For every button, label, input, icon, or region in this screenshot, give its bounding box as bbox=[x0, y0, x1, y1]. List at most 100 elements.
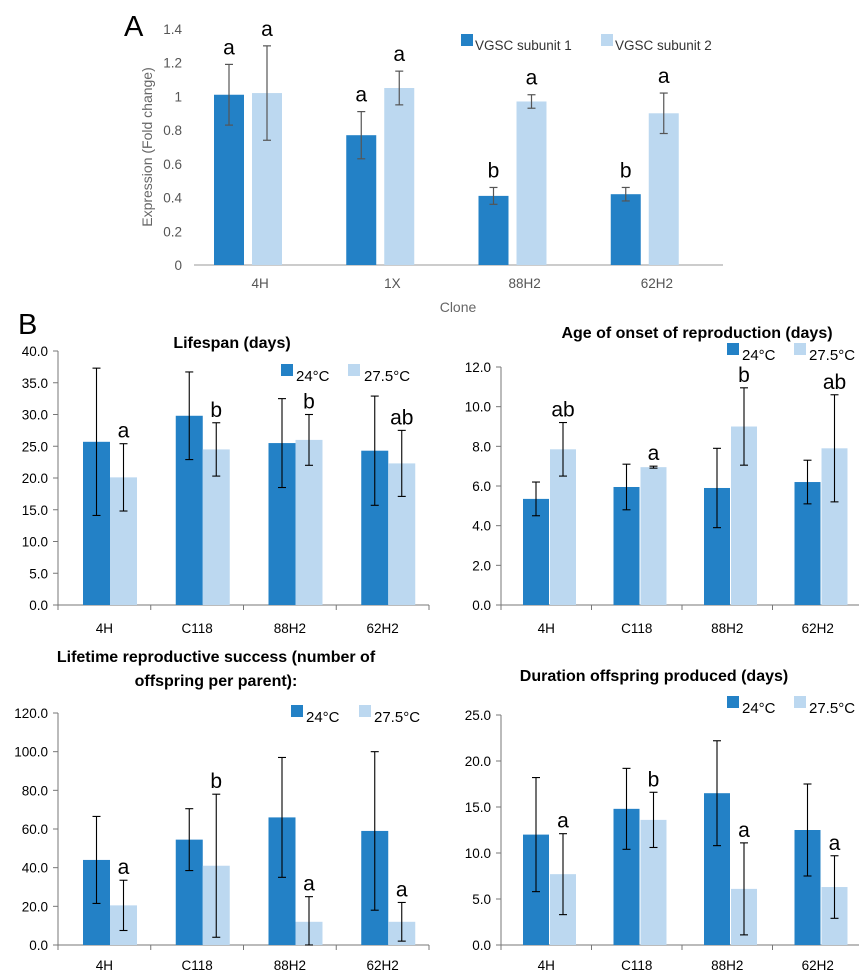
y-tick-label: 1.4 bbox=[163, 22, 182, 37]
legend-duration-series2: 27.5°C bbox=[809, 700, 855, 717]
x-tick-label: 88H2 bbox=[711, 958, 743, 972]
bar bbox=[516, 101, 547, 265]
x-tick-label: 4H bbox=[538, 958, 555, 972]
legend-lrs-series1: 24°C bbox=[306, 709, 340, 726]
x-tick-label: 88H2 bbox=[508, 276, 540, 291]
y-tick-label: 20.0 bbox=[465, 754, 491, 769]
significance-label: a bbox=[557, 810, 569, 833]
bar bbox=[610, 194, 641, 265]
bar bbox=[478, 195, 509, 265]
bar bbox=[640, 467, 667, 605]
legend-swatch bbox=[727, 343, 739, 355]
y-tick-label: 0 bbox=[174, 258, 182, 273]
chart-panel-lifetime-reproductive-success: Lifetime reproductive success (number of… bbox=[14, 649, 430, 972]
x-tick-label: C118 bbox=[181, 621, 212, 636]
legend-swatch bbox=[461, 34, 473, 46]
x-tick-label: 88H2 bbox=[274, 621, 306, 636]
significance-label: ab bbox=[551, 399, 574, 422]
y-tick-label: 6.0 bbox=[472, 479, 491, 494]
y-tick-label: 0.6 bbox=[163, 157, 182, 172]
significance-label: a bbox=[738, 819, 750, 842]
panel-label-a: A bbox=[124, 11, 144, 43]
panel-a-x-axis-label: Clone bbox=[440, 299, 477, 315]
legend-swatch bbox=[794, 696, 806, 708]
y-tick-label: 80.0 bbox=[22, 783, 48, 798]
significance-label: b bbox=[210, 770, 222, 793]
y-tick-label: 120.0 bbox=[14, 706, 48, 721]
chart-panel-duration-offspring: Duration offspring produced (days) 24°C … bbox=[465, 668, 859, 972]
y-tick-label: 5.0 bbox=[29, 566, 48, 581]
y-tick-label: 4.0 bbox=[472, 519, 491, 534]
y-tick-label: 0.0 bbox=[472, 598, 491, 613]
legend-age-onset-series1: 24°C bbox=[742, 347, 776, 364]
panel-lrs-title-line1: Lifetime reproductive success (number of bbox=[57, 649, 376, 666]
panel-label-b: B bbox=[18, 309, 37, 341]
y-tick-label: 1.2 bbox=[163, 56, 182, 71]
significance-label: a bbox=[261, 18, 273, 41]
x-tick-label: 62H2 bbox=[641, 276, 673, 291]
significance-label: b bbox=[210, 399, 222, 422]
significance-label: a bbox=[648, 442, 660, 465]
x-tick-label: C118 bbox=[621, 621, 652, 636]
y-tick-label: 25.0 bbox=[22, 439, 48, 454]
significance-label: a bbox=[118, 420, 130, 443]
bar bbox=[295, 439, 323, 605]
y-tick-label: 30.0 bbox=[22, 408, 48, 423]
legend-swatch bbox=[794, 343, 806, 355]
chart-panel-a: VGSC subunit 1 VGSC subunit 2 Clone Expr… bbox=[139, 18, 723, 315]
x-tick-label: 1X bbox=[384, 276, 401, 291]
panel-lifespan-title: Lifespan (days) bbox=[173, 335, 290, 352]
significance-label: b bbox=[620, 159, 632, 182]
y-tick-label: 5.0 bbox=[472, 892, 491, 907]
legend-a-series2: VGSC subunit 2 bbox=[615, 38, 712, 53]
significance-label: a bbox=[396, 878, 408, 901]
significance-label: a bbox=[526, 67, 538, 90]
significance-label: ab bbox=[823, 371, 846, 394]
y-tick-label: 15.0 bbox=[465, 800, 491, 815]
significance-label: b bbox=[648, 768, 660, 791]
y-tick-label: 12.0 bbox=[465, 360, 491, 375]
significance-label: a bbox=[118, 856, 130, 879]
x-tick-label: C118 bbox=[181, 958, 212, 972]
x-tick-label: 4H bbox=[251, 276, 268, 291]
y-tick-label: 0.0 bbox=[29, 938, 48, 953]
panel-duration-title: Duration offspring produced (days) bbox=[520, 668, 788, 685]
legend-swatch bbox=[601, 34, 613, 46]
bar bbox=[523, 498, 549, 605]
y-tick-label: 10.0 bbox=[465, 846, 491, 861]
significance-label: a bbox=[223, 36, 235, 59]
y-tick-label: 10.0 bbox=[465, 400, 491, 415]
y-tick-label: 2.0 bbox=[472, 558, 491, 573]
y-tick-label: 25.0 bbox=[465, 708, 491, 723]
panel-a-y-axis-label: Expression (Fold change) bbox=[139, 67, 155, 227]
significance-label: a bbox=[658, 65, 670, 88]
y-tick-label: 10.0 bbox=[22, 535, 48, 550]
significance-label: b bbox=[303, 391, 315, 414]
x-tick-label: 4H bbox=[96, 958, 113, 972]
legend-swatch bbox=[359, 705, 371, 717]
legend-duration-series1: 24°C bbox=[742, 700, 776, 717]
legend-age-onset-series2: 27.5°C bbox=[809, 347, 855, 364]
panel-lrs-title-line2: offspring per parent): bbox=[135, 673, 298, 690]
x-tick-label: 4H bbox=[538, 621, 555, 636]
significance-label: a bbox=[829, 832, 841, 855]
y-tick-label: 0.2 bbox=[163, 224, 182, 239]
bar bbox=[384, 88, 415, 265]
y-tick-label: 8.0 bbox=[472, 439, 491, 454]
y-tick-label: 20.0 bbox=[22, 899, 48, 914]
x-tick-label: 62H2 bbox=[802, 621, 834, 636]
y-tick-label: 40.0 bbox=[22, 861, 48, 876]
legend-lrs-series2: 27.5°C bbox=[374, 709, 420, 726]
y-tick-label: 0.0 bbox=[29, 598, 48, 613]
significance-label: a bbox=[355, 84, 367, 107]
legend-swatch bbox=[727, 696, 739, 708]
legend-a-series1: VGSC subunit 1 bbox=[475, 38, 572, 53]
legend-lifespan-series2: 27.5°C bbox=[364, 368, 410, 385]
y-tick-label: 1 bbox=[174, 89, 182, 104]
x-tick-label: 88H2 bbox=[274, 958, 306, 972]
y-tick-label: 0.8 bbox=[163, 123, 182, 138]
significance-label: a bbox=[303, 873, 315, 896]
y-tick-label: 0.0 bbox=[472, 938, 491, 953]
legend-swatch bbox=[291, 705, 303, 717]
